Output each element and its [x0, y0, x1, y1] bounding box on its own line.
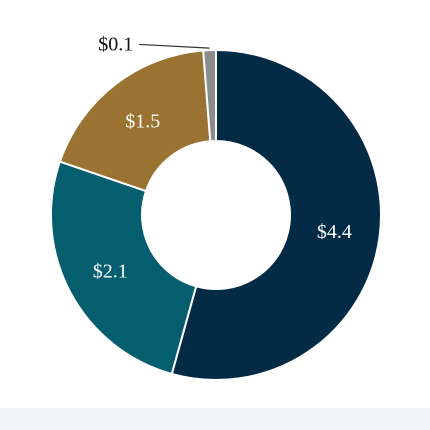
donut-slice-0-1	[202, 48, 217, 143]
data-label-4-4: $4.4	[317, 221, 352, 243]
data-label-2-1: $2.1	[93, 261, 128, 283]
data-label-1-5: $1.5	[125, 111, 160, 133]
labels-layer: $4.4 $2.1 $1.5 $0.1	[93, 33, 352, 282]
bottom-band	[0, 408, 430, 430]
donut-slice-2-1	[50, 160, 198, 376]
leader-line-0-1	[139, 43, 210, 49]
donut-slice-1-5	[58, 49, 212, 193]
slices-layer	[50, 48, 382, 381]
donut-slice-4-4	[170, 48, 382, 381]
data-label-0-1: $0.1	[98, 33, 133, 55]
